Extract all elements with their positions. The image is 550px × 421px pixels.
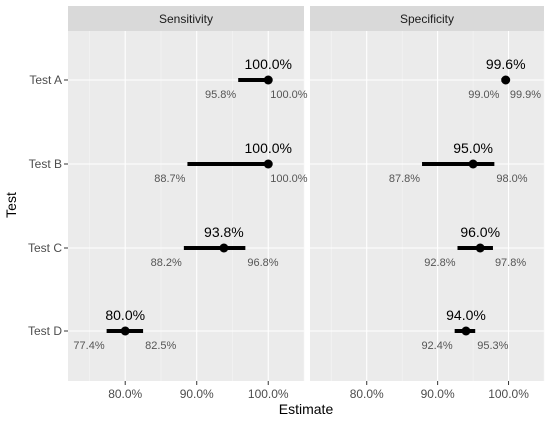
estimate-point: [263, 159, 273, 169]
x-axis-title: Estimate: [279, 401, 334, 417]
panel-sensitivity: Sensitivity 80.0% 90.0% 100.0% 100.0% 95.8% 10…: [68, 6, 308, 401]
panel-background: [68, 31, 304, 381]
estimate-label: 80.0%: [105, 307, 145, 323]
estimate-point: [263, 75, 273, 85]
ci-upper-label: 98.0%: [496, 173, 527, 185]
y-tick-label: Test D: [28, 324, 62, 338]
ci-lower-label: 77.4%: [73, 340, 104, 352]
ci-upper-label: 100.0%: [270, 173, 308, 185]
y-axis-title: Test: [3, 192, 19, 218]
ci-upper-label: 96.8%: [247, 257, 278, 269]
ci-upper-label: 95.3%: [477, 340, 508, 352]
estimate-label: 100.0%: [245, 56, 292, 72]
strip-label: Sensitivity: [159, 12, 213, 26]
x-tick-label: 100.0%: [248, 387, 289, 401]
ci-lower-label: 92.8%: [424, 257, 455, 269]
ci-lower-label: 88.7%: [154, 173, 185, 185]
estimate-point: [219, 243, 229, 253]
y-tick-label: Test C: [28, 241, 62, 255]
y-tick-label: Test A: [29, 73, 62, 87]
estimate-label: 94.0%: [446, 307, 486, 323]
x-tick-label: 80.0%: [108, 387, 142, 401]
ci-lower-label: 88.2%: [151, 257, 182, 269]
estimate-point: [461, 326, 471, 336]
estimate-point: [501, 75, 511, 85]
estimate-point: [468, 159, 478, 169]
estimate-label: 99.6%: [486, 56, 526, 72]
panel-specificity: Specificity 80.0% 90.0% 100.0% 99.6% 99.0% 99.…: [310, 6, 545, 401]
ci-upper-label: 82.5%: [145, 340, 176, 352]
ci-lower-label: 95.8%: [205, 89, 236, 101]
ci-upper-label: 97.8%: [495, 257, 526, 269]
estimate-point: [475, 243, 485, 253]
ci-lower-label: 99.0%: [468, 89, 499, 101]
ci-lower-label: 92.4%: [421, 340, 452, 352]
strip-background: [68, 6, 304, 31]
ci-upper-label: 99.9%: [510, 89, 541, 101]
y-tick-label: Test B: [29, 157, 62, 171]
ci-lower-label: 87.8%: [389, 173, 420, 185]
strip-background: [310, 6, 544, 31]
estimate-point: [120, 326, 130, 336]
x-tick-label: 100.0%: [488, 387, 529, 401]
strip-label: Specificity: [400, 12, 454, 26]
ci-upper-label: 100.0%: [270, 89, 308, 101]
estimate-label: 95.0%: [453, 140, 493, 156]
x-tick-label: 90.0%: [180, 387, 214, 401]
estimate-label: 100.0%: [245, 140, 292, 156]
estimate-label: 93.8%: [204, 224, 244, 240]
x-tick-label: 90.0%: [421, 387, 455, 401]
panel-background: [310, 31, 544, 381]
estimate-label: 96.0%: [460, 224, 500, 240]
x-tick-label: 80.0%: [350, 387, 384, 401]
